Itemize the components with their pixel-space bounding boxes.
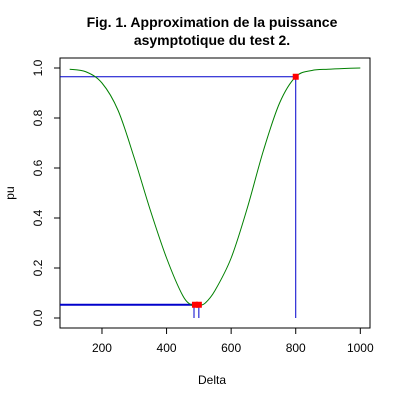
series-line-1 [69, 67, 361, 307]
plot-frame [59, 57, 371, 329]
chart-title-line-2: asymptotique du test 2. [134, 32, 290, 48]
x-axis-label: Delta [198, 373, 226, 387]
y-tick-label-0.8: 0.8 [31, 109, 45, 126]
x-tick-label-600: 600 [221, 341, 241, 355]
y-tick-label-1.0: 1.0 [31, 59, 45, 76]
y-tick-label-0.6: 0.6 [31, 159, 45, 176]
chart-title-line-1: Fig. 1. Approximation de la puissance [87, 14, 338, 30]
x-tick-label-1000: 1000 [347, 341, 374, 355]
markers-group [191, 73, 299, 308]
x-tick-label-800: 800 [286, 341, 306, 355]
y-tick-label-0.2: 0.2 [31, 259, 45, 276]
y-tick-label-0.0: 0.0 [31, 309, 45, 326]
y-axis-label: pu [3, 186, 17, 199]
x-tick-label-200: 200 [92, 341, 112, 355]
x-axis: 200 400 600 800 1000 [92, 328, 374, 355]
y-axis: 0.0 0.2 0.4 0.6 0.8 1.0 [31, 59, 60, 326]
y-tick-label-0.4: 0.4 [31, 209, 45, 226]
x-tick-label-400: 400 [157, 341, 177, 355]
reference-lines [60, 76, 297, 318]
marker-1 [292, 73, 299, 80]
series-group [69, 67, 361, 307]
marker-3 [195, 301, 202, 308]
marker-2 [191, 301, 198, 308]
